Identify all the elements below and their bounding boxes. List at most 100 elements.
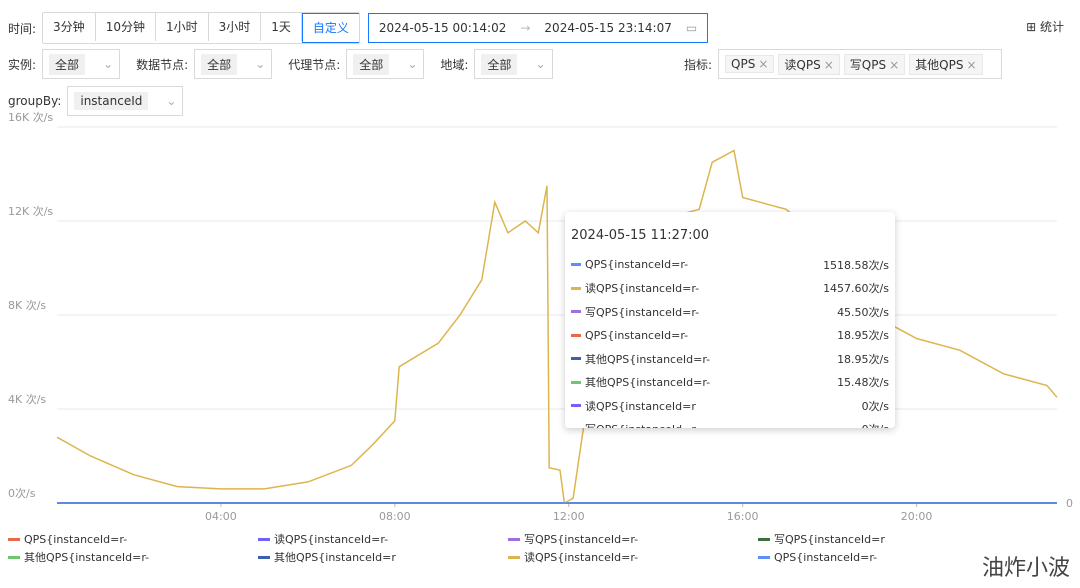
series-value: 18.95次/s [837, 352, 889, 366]
y2-tick-label: 0 [1066, 497, 1073, 510]
x-tick-label: 12:00 [553, 510, 585, 523]
filters: 实例: 全部 ⌄ 数据节点: 全部 ⌄ 代理节点: 全部 ⌄ 地域: 全部 ⌄ [8, 49, 569, 79]
x-tick-label: 08:00 [379, 510, 411, 523]
swatch [571, 357, 581, 361]
label: 指标: [684, 57, 713, 72]
tooltip-row: 读QPS{instanceId=r- 1457.60次/s [565, 277, 895, 301]
value: instanceId [74, 92, 149, 110]
x-tick-label: 20:00 [901, 510, 933, 523]
swatch [258, 555, 270, 559]
series-name: QPS{instanceId=r- [585, 258, 689, 272]
tag-close[interactable]: × [823, 57, 834, 72]
legend-item[interactable]: 其他QPS{instanceId=r [258, 548, 508, 566]
date-range[interactable]: 2024-05-15 00:14:02 → 2024-05-15 23:14:07 ▭ [367, 13, 709, 43]
caret: ⌄ [535, 57, 546, 71]
series-name: 其他QPS{instanceId=r- [585, 352, 711, 366]
tooltip-row: 其他QPS{instanceId=r- 15.48次/s [565, 371, 895, 395]
tag-text: QPS [731, 57, 756, 71]
swatch [258, 537, 270, 541]
legend-label: 读QPS{instanceId=r- [524, 551, 639, 564]
tag-text: 写QPS [849, 57, 887, 72]
range-button[interactable]: 10分钟 [96, 13, 156, 41]
legend-label: QPS{instanceId=r- [24, 532, 128, 546]
label: 统计 [1039, 20, 1064, 34]
legend-item[interactable]: 读QPS{instanceId=r- [508, 548, 758, 566]
series-value: 1457.60次/s [823, 282, 889, 296]
tooltip: 2024-05-15 11:27:00 QPS{instanceId=r- 1518… [565, 212, 895, 428]
y-tick-label: 0次/s [8, 486, 36, 500]
filter-select[interactable]: 全部 ⌄ [42, 49, 121, 79]
legend-label: 读QPS{instanceId=r- [274, 533, 389, 546]
legend-label: 其他QPS{instanceId=r [274, 551, 396, 564]
x-tick-label: 16:00 [727, 510, 759, 523]
legend-item[interactable]: QPS{instanceId=r- [758, 548, 1008, 566]
legend-item[interactable]: 读QPS{instanceId=r- [258, 530, 508, 548]
legend: QPS{instanceId=r- 读QPS{instanceId=r- 写QPS{… [8, 530, 1068, 566]
range-group: 3分钟 10分钟 1小时 3小时 1天 自定义 [42, 12, 360, 44]
legend-item[interactable]: QPS{instanceId=r- [8, 530, 258, 548]
legend-item[interactable]: 写QPS{instanceId=r [758, 530, 1008, 548]
caret: ⌄ [407, 57, 418, 71]
legend-label: 其他QPS{instanceId=r- [24, 551, 150, 564]
tooltip-row: 其他QPS{instanceId=r- 18.95次/s [565, 347, 895, 371]
filter-select[interactable]: 全部 ⌄ [474, 49, 553, 79]
swatch [8, 537, 20, 541]
filter-select[interactable]: 全部 ⌄ [194, 49, 273, 79]
filter-value: 全部 [481, 53, 518, 75]
range-button[interactable]: 3小时 [209, 13, 262, 41]
metrics: 指标: QPS × 读QPS × 写QPS × 其他QPS × [684, 49, 1018, 79]
tag-close[interactable]: × [889, 57, 900, 72]
metric-tag: 其他QPS × [909, 53, 983, 75]
stats-button[interactable]: ⊞ 统计 [1026, 20, 1064, 34]
x-tick-label: 04:00 [205, 510, 237, 523]
caret: ⌄ [255, 57, 266, 71]
tooltip-row: 写QPS{instanceId=r- 45.50次/s [565, 300, 895, 324]
series-name: 写QPS{instanceId=r- [585, 421, 699, 428]
series-value: 45.50次/s [837, 305, 889, 319]
range-button[interactable]: 3分钟 [43, 13, 96, 41]
legend-label: QPS{instanceId=r- [774, 550, 878, 564]
legend-item[interactable]: 其他QPS{instanceId=r- [8, 548, 258, 566]
filter-label: 地域: [440, 57, 469, 72]
label: groupBy: [8, 94, 62, 108]
y-tick-label: 12K 次/s [8, 204, 53, 218]
tooltip-title: 2024-05-15 11:27:00 [571, 228, 710, 243]
swatch [508, 537, 520, 541]
filter-label: 代理节点: [288, 57, 341, 72]
filter-select[interactable]: 全部 ⌄ [346, 49, 425, 79]
metric-tag: 读QPS × [778, 53, 840, 75]
chart: 0次/s 4K 次/s 8K 次/s 12K 次/s 16K 次/s 0 04:00 08:0… [8, 110, 1073, 523]
series-value: 1518.58次/s [823, 258, 889, 272]
series-line [56, 149, 1058, 505]
group-select[interactable]: instanceId ⌄ [67, 86, 184, 116]
y-tick-label: 4K 次/s [8, 392, 46, 406]
swatch [8, 555, 20, 559]
metric-select[interactable]: QPS × 读QPS × 写QPS × 其他QPS × [718, 49, 1003, 79]
series-name: 写QPS{instanceId=r- [585, 305, 700, 319]
series-name: 读QPS{instanceId=r [585, 399, 696, 413]
range-button[interactable]: 1天 [261, 13, 302, 41]
series-name: 读QPS{instanceId=r- [585, 282, 700, 296]
series-value: 0次/s [862, 421, 889, 428]
swatch [571, 263, 581, 267]
tag-text: 其他QPS [915, 57, 964, 72]
swatch [571, 404, 581, 408]
filter-label: 实例: [8, 57, 37, 72]
swatch [758, 537, 770, 541]
series-name: QPS{instanceId=r- [585, 328, 689, 342]
tag-close[interactable]: × [966, 57, 977, 72]
tag-close[interactable]: × [758, 57, 769, 71]
legend-label: 写QPS{instanceId=r- [524, 533, 639, 546]
metric-tag: QPS × [725, 55, 775, 73]
filter-value: 全部 [49, 53, 86, 75]
tooltip-row: 读QPS{instanceId=r 0次/s [565, 394, 895, 418]
legend-item[interactable]: 写QPS{instanceId=r- [508, 530, 758, 548]
watermark: 油炸小波 [981, 556, 1070, 581]
start: 2024-05-15 00:14:02 [378, 21, 507, 35]
range-button[interactable]: 自定义 [301, 13, 359, 43]
series-name: 其他QPS{instanceId=r- [585, 376, 711, 390]
y-tick-label: 16K 次/s [8, 110, 53, 124]
swatch [571, 333, 581, 337]
range-button[interactable]: 1小时 [156, 13, 209, 41]
